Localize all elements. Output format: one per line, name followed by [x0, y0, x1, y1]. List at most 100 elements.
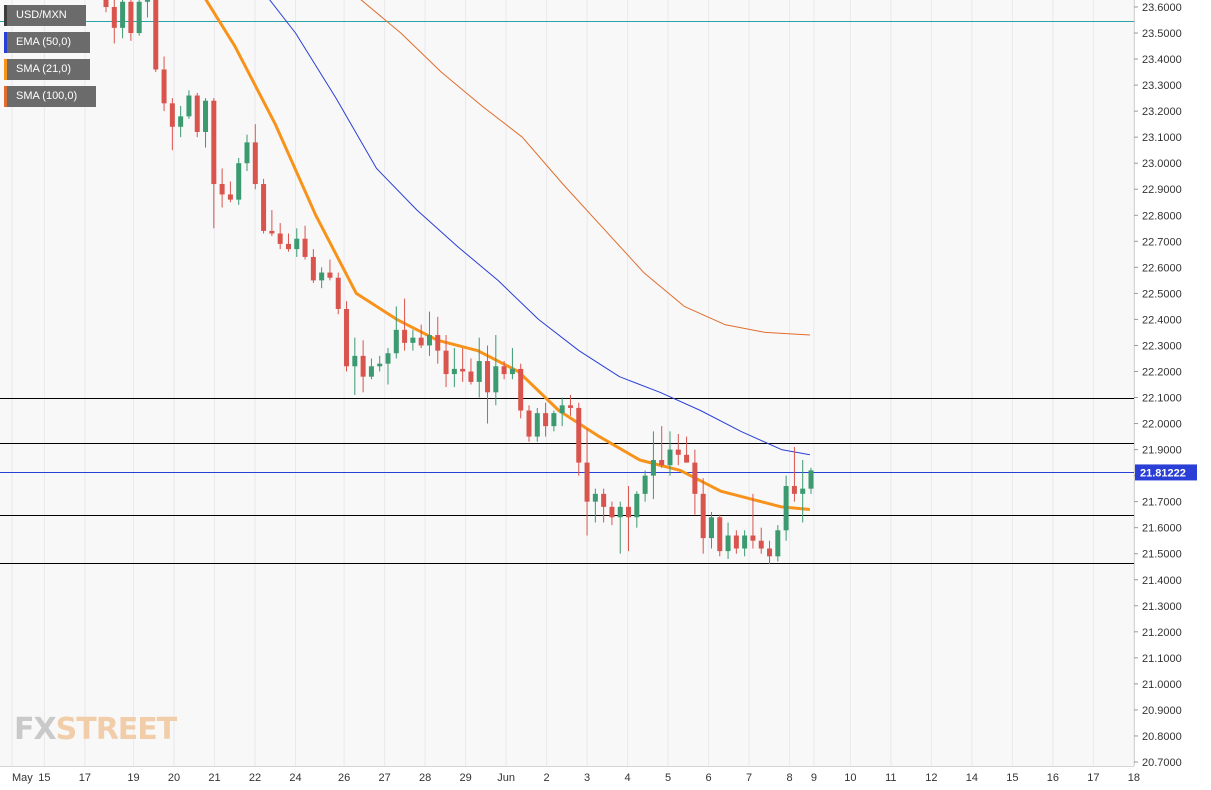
y-tick-label: 21.6000 [1142, 523, 1182, 535]
candle-body [451, 368, 457, 375]
candle [617, 501, 623, 554]
candle [393, 306, 399, 359]
y-tick-label: 21.9000 [1142, 445, 1182, 457]
candle [584, 428, 590, 536]
candle [700, 478, 706, 554]
candle [285, 233, 291, 252]
x-tick-label: 26 [338, 772, 350, 784]
candle-body [319, 272, 325, 281]
legend-swatch [4, 5, 7, 26]
candle [277, 223, 283, 250]
y-tick-label: 23.5000 [1142, 28, 1182, 40]
candle-body [352, 355, 358, 367]
legend-item[interactable]: SMA (21,0) [4, 59, 90, 80]
candle-body [717, 517, 723, 552]
candle [443, 335, 449, 388]
candle-body [783, 486, 789, 531]
candle [244, 134, 250, 172]
logo-street: STREET [55, 712, 178, 747]
x-tick-label: Jun [497, 772, 515, 784]
logo-fx: FX [14, 712, 57, 747]
y-tick-label: 23.3000 [1142, 80, 1182, 92]
y-tick-label: 21.5000 [1142, 549, 1182, 561]
candle [294, 228, 300, 257]
candle-body [518, 368, 524, 411]
candle [551, 410, 557, 432]
y-tick-label: 22.9000 [1142, 184, 1182, 196]
candle [310, 249, 316, 283]
candle-body [344, 309, 350, 367]
candle [725, 522, 731, 559]
candle-body [758, 540, 764, 549]
candle-body [435, 335, 441, 351]
ema50-line [269, 0, 810, 456]
candle [435, 316, 441, 364]
candle-body [393, 329, 399, 354]
candle-body [360, 355, 366, 377]
legend-item[interactable]: USD/MXN [4, 5, 86, 26]
y-tick-label: 22.5000 [1142, 288, 1182, 300]
candle-body [551, 413, 557, 427]
sma100-line [360, 0, 810, 336]
candle-body [335, 277, 341, 309]
candle-body [800, 488, 806, 494]
candle-body [675, 449, 681, 455]
y-tick-label: 20.9000 [1142, 705, 1182, 717]
candle [543, 402, 549, 437]
legend-item[interactable]: SMA (100,0) [4, 86, 96, 107]
candle-body [294, 238, 300, 250]
candle [717, 514, 723, 557]
x-tick-label: 22 [249, 772, 261, 784]
x-tick-label: 5 [665, 772, 671, 784]
candle [368, 358, 374, 380]
x-tick-label: 15 [1006, 772, 1018, 784]
x-tick-label: 28 [419, 772, 431, 784]
candle-body [460, 368, 466, 372]
candle [144, 0, 150, 18]
x-tick-label: 8 [787, 772, 793, 784]
x-tick-label: 17 [79, 772, 91, 784]
candle [800, 460, 806, 523]
candle [418, 324, 424, 349]
candle-body [285, 243, 291, 250]
candle-body [136, 1, 142, 34]
y-tick-label: 21.0000 [1142, 679, 1182, 691]
candle [161, 56, 167, 112]
candle-body [509, 368, 515, 375]
candle [128, 0, 134, 41]
candle-body [261, 184, 267, 231]
x-tick-label: 27 [378, 772, 390, 784]
candle-body [443, 350, 449, 375]
candle [808, 467, 814, 494]
candle [534, 407, 540, 442]
y-tick-label: 22.3000 [1142, 340, 1182, 352]
y-tick-label: 23.6000 [1142, 2, 1182, 14]
candle [501, 361, 507, 380]
x-axis-band [0, 766, 1211, 790]
candle [120, 0, 126, 39]
candle [319, 267, 325, 289]
candle-body [418, 337, 424, 346]
candle-body [186, 95, 192, 117]
y-tick-label: 23.1000 [1142, 132, 1182, 144]
x-tick-label: 7 [746, 772, 752, 784]
candle-body [667, 449, 673, 466]
candle-body [153, 0, 159, 70]
candle-body [128, 1, 134, 34]
candle [526, 405, 532, 442]
x-tick-label: 17 [1087, 772, 1099, 784]
candle-body [543, 413, 549, 427]
legend-swatch [4, 59, 7, 80]
candle-body [410, 337, 416, 343]
candle [327, 259, 333, 281]
candle [733, 530, 739, 554]
candle [460, 348, 466, 382]
y-tick-label: 23.4000 [1142, 54, 1182, 66]
candle-body [692, 462, 698, 494]
candle [476, 337, 482, 398]
legend-item[interactable]: EMA (50,0) [4, 32, 90, 53]
candle [750, 493, 756, 549]
candle [626, 486, 632, 552]
candle-body [244, 142, 250, 164]
candle-body [178, 116, 184, 127]
